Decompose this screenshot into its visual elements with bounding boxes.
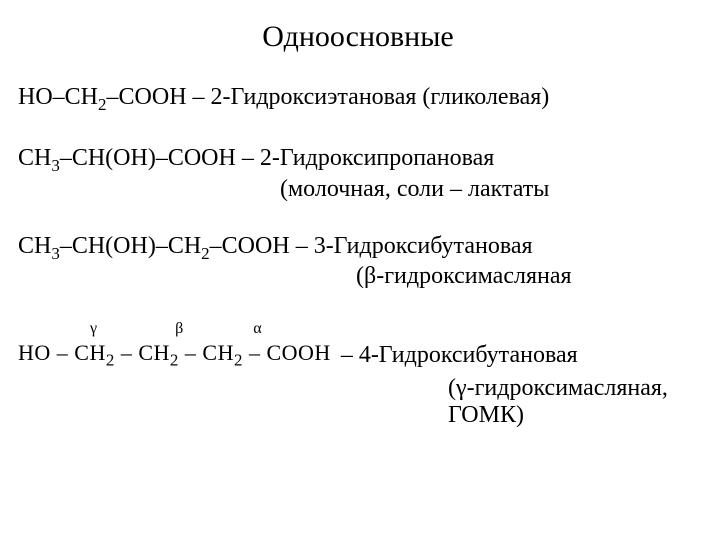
formula-text: – CH: [179, 340, 234, 365]
subscript: 2: [234, 351, 243, 370]
subscript: 2: [170, 351, 179, 370]
acid-name-4-line2: (γ-гидроксимасляная,: [18, 375, 720, 402]
subscript: 2: [106, 351, 115, 370]
formula-text: – COOH: [243, 340, 331, 365]
formula-text: – CH: [115, 340, 170, 365]
acid-entry-3: CH3–CH(OH)–CH2–COOH – 3-Гидроксибутанова…: [18, 233, 720, 291]
acid-name-4-line3: ГОМК): [18, 402, 720, 429]
page-title: Одноосновные: [18, 20, 698, 54]
acid-name-2-line2: (молочная, соли – лактаты: [18, 176, 720, 203]
greek-labels: γ β α: [18, 320, 720, 338]
formula-text: CH: [18, 233, 51, 259]
formula-text: HO–CH: [18, 84, 98, 110]
formula-text: –CH(OH)–COOH: [60, 145, 236, 171]
formula-text: –COOH: [210, 233, 290, 259]
gamma-label: γ: [90, 320, 97, 338]
formula-text: –COOH: [107, 84, 187, 110]
formula-3: CH3–CH(OH)–CH2–COOH: [18, 233, 296, 259]
alpha-label: α: [253, 320, 261, 338]
subscript: 3: [51, 243, 60, 262]
acid-name-4: – 4-Гидроксибутановая: [341, 342, 578, 369]
acid-name-2: – 2-Гидроксипропановая: [242, 145, 494, 171]
acid-entry-4: γ β α HO – CH2 – CH2 – CH2 – COOH – 4-Ги…: [18, 320, 720, 428]
formula-4: HO – CH2 – CH2 – CH2 – COOH: [18, 340, 331, 370]
acid-entry-2: CH3–CH(OH)–COOH – 2-Гидроксипропановая (…: [18, 145, 720, 203]
subscript: 2: [98, 95, 107, 114]
beta-label: β: [175, 320, 183, 338]
formula-1: HO–CH2–COOH: [18, 84, 193, 110]
subscript: 2: [201, 243, 210, 262]
acid-name-1: – 2-Гидроксиэтановая (гликолевая): [193, 84, 550, 110]
acid-name-3-line2: (β-гидроксимасляная: [18, 263, 720, 290]
formula-2: CH3–CH(OH)–COOH: [18, 145, 242, 171]
acid-entry-1: HO–CH2–COOH – 2-Гидроксиэтановая (гликол…: [18, 84, 720, 115]
subscript: 3: [51, 156, 60, 175]
formula-text: HO – CH: [18, 340, 106, 365]
formula-text: –CH(OH)–CH: [60, 233, 201, 259]
formula-text: CH: [18, 145, 51, 171]
acid-name-3: – 3-Гидроксибутановая: [296, 233, 533, 259]
